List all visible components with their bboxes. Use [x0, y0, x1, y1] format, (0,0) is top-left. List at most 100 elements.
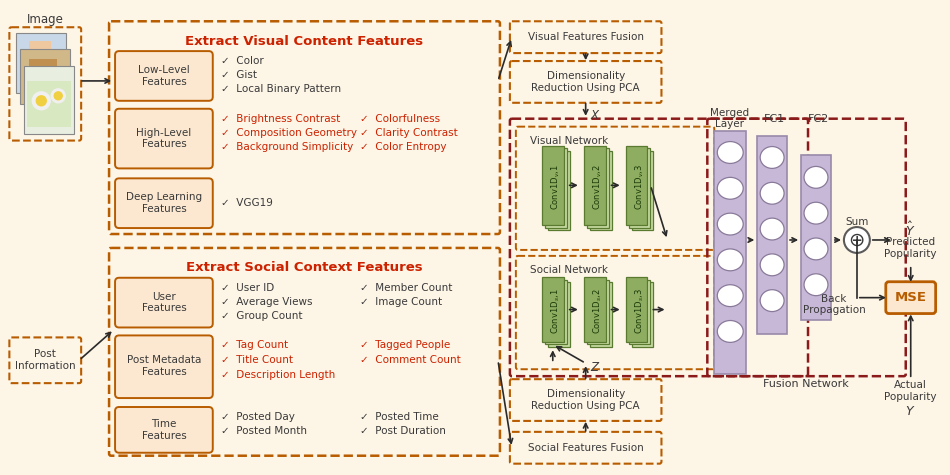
FancyBboxPatch shape	[115, 51, 213, 101]
FancyBboxPatch shape	[115, 178, 213, 228]
Text: FC2: FC2	[808, 114, 829, 124]
Text: Extract Visual Content Features: Extract Visual Content Features	[185, 35, 424, 48]
Text: ✓  Tagged People: ✓ Tagged People	[360, 341, 450, 351]
FancyBboxPatch shape	[544, 280, 567, 344]
Text: Merged
Layer: Merged Layer	[710, 108, 749, 130]
Text: Predicted
Popularity: Predicted Popularity	[884, 237, 937, 259]
Text: ✓  Color: ✓ Color	[220, 56, 263, 66]
FancyBboxPatch shape	[590, 282, 612, 347]
Text: Conv1D$_s$,1: Conv1D$_s$,1	[549, 289, 562, 334]
Text: High-Level
Features: High-Level Features	[136, 128, 192, 149]
Text: Visual Network: Visual Network	[530, 135, 608, 145]
Text: ⊕: ⊕	[848, 230, 865, 249]
Ellipse shape	[804, 166, 828, 188]
FancyBboxPatch shape	[115, 109, 213, 169]
FancyBboxPatch shape	[714, 131, 746, 374]
Text: Conv1D$_v$,2: Conv1D$_v$,2	[592, 164, 604, 210]
Text: Social Network: Social Network	[530, 265, 608, 275]
Ellipse shape	[717, 321, 743, 342]
Text: ✓  VGG19: ✓ VGG19	[220, 198, 273, 208]
Text: Extract Social Context Features: Extract Social Context Features	[186, 261, 423, 275]
Text: ✓  Tag Count: ✓ Tag Count	[220, 341, 288, 351]
FancyBboxPatch shape	[544, 148, 567, 228]
Ellipse shape	[760, 290, 784, 312]
Circle shape	[844, 227, 870, 253]
Text: Social Features Fusion: Social Features Fusion	[528, 443, 643, 453]
FancyBboxPatch shape	[115, 407, 213, 453]
Text: Fusion Network: Fusion Network	[763, 379, 849, 389]
Text: Z: Z	[591, 361, 598, 374]
Text: ✓  Posted Time: ✓ Posted Time	[360, 412, 439, 422]
Text: X: X	[591, 109, 598, 122]
Ellipse shape	[717, 177, 743, 199]
Text: ✓  Comment Count: ✓ Comment Count	[360, 355, 461, 365]
FancyBboxPatch shape	[25, 66, 74, 133]
Ellipse shape	[760, 218, 784, 240]
FancyBboxPatch shape	[20, 49, 70, 104]
Text: ✓  Post Duration: ✓ Post Duration	[360, 426, 446, 436]
Text: Dimensionality
Reduction Using PCA: Dimensionality Reduction Using PCA	[531, 71, 640, 93]
FancyBboxPatch shape	[801, 155, 831, 320]
FancyBboxPatch shape	[629, 280, 651, 344]
Text: User
Features: User Features	[142, 292, 186, 314]
Text: FC1: FC1	[764, 114, 785, 124]
Ellipse shape	[717, 213, 743, 235]
Text: Visual Features Fusion: Visual Features Fusion	[527, 32, 644, 42]
Text: Conv1D$_v$,1: Conv1D$_v$,1	[549, 164, 562, 210]
Text: Dimensionality
Reduction Using PCA: Dimensionality Reduction Using PCA	[531, 389, 640, 411]
Text: $Y$: $Y$	[905, 406, 916, 418]
FancyBboxPatch shape	[548, 151, 570, 230]
Text: ✓  Background Simplicity: ✓ Background Simplicity	[220, 142, 353, 152]
Circle shape	[51, 89, 66, 103]
Text: Low-Level
Features: Low-Level Features	[138, 65, 190, 87]
FancyBboxPatch shape	[632, 282, 654, 347]
Text: ✓  Average Views: ✓ Average Views	[220, 296, 313, 307]
Ellipse shape	[804, 274, 828, 295]
Circle shape	[54, 92, 62, 100]
Text: Sum: Sum	[846, 217, 868, 227]
Text: Conv1D$_s$,2: Conv1D$_s$,2	[592, 289, 604, 334]
FancyBboxPatch shape	[115, 335, 213, 398]
FancyBboxPatch shape	[632, 151, 654, 230]
FancyBboxPatch shape	[629, 148, 651, 228]
Ellipse shape	[717, 142, 743, 163]
Ellipse shape	[717, 249, 743, 271]
FancyBboxPatch shape	[625, 145, 648, 225]
FancyBboxPatch shape	[757, 135, 788, 334]
Text: ✓  Member Count: ✓ Member Count	[360, 283, 453, 293]
Text: MSE: MSE	[895, 291, 926, 304]
FancyBboxPatch shape	[542, 277, 563, 342]
Ellipse shape	[760, 254, 784, 276]
Text: Time
Features: Time Features	[142, 419, 186, 441]
FancyBboxPatch shape	[28, 81, 71, 127]
Text: ✓  Description Length: ✓ Description Length	[220, 370, 335, 380]
Text: Back
Propagation: Back Propagation	[803, 294, 865, 315]
Text: ✓  User ID: ✓ User ID	[220, 283, 274, 293]
Text: ✓  Title Count: ✓ Title Count	[220, 355, 293, 365]
Text: ✓  Colorfulness: ✓ Colorfulness	[360, 114, 441, 124]
Text: Deep Learning
Features: Deep Learning Features	[125, 192, 202, 214]
Text: Actual
Popularity: Actual Popularity	[884, 380, 937, 402]
FancyBboxPatch shape	[115, 278, 213, 327]
Ellipse shape	[804, 202, 828, 224]
FancyBboxPatch shape	[590, 151, 612, 230]
Text: ✓  Group Count: ✓ Group Count	[220, 311, 302, 321]
Text: ✓  Color Entropy: ✓ Color Entropy	[360, 142, 446, 152]
FancyBboxPatch shape	[542, 145, 563, 225]
Circle shape	[36, 96, 47, 106]
FancyBboxPatch shape	[587, 280, 609, 344]
Text: ✓  Gist: ✓ Gist	[220, 70, 256, 80]
Ellipse shape	[760, 182, 784, 204]
FancyBboxPatch shape	[587, 148, 609, 228]
Text: ✓  Composition Geometry: ✓ Composition Geometry	[220, 128, 357, 138]
FancyBboxPatch shape	[548, 282, 570, 347]
Circle shape	[32, 92, 50, 110]
FancyBboxPatch shape	[16, 33, 67, 93]
Text: ✓  Clarity Contrast: ✓ Clarity Contrast	[360, 128, 458, 138]
Text: Conv1D$_v$,3: Conv1D$_v$,3	[634, 164, 646, 210]
FancyBboxPatch shape	[29, 59, 57, 91]
Text: ✓  Posted Month: ✓ Posted Month	[220, 426, 307, 436]
Text: Image: Image	[27, 13, 64, 26]
Ellipse shape	[804, 238, 828, 260]
FancyBboxPatch shape	[583, 277, 605, 342]
